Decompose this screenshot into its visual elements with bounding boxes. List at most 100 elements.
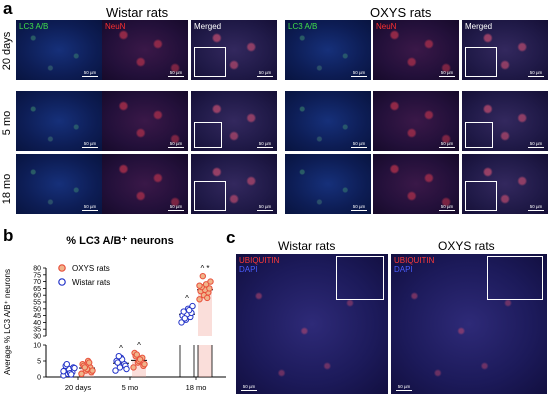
y-tick-label: 80 xyxy=(33,266,41,273)
micrograph-tile: 50 µm xyxy=(285,154,371,214)
data-point xyxy=(112,367,119,374)
legend-label: Wistar rats xyxy=(72,278,110,287)
data-point xyxy=(114,359,121,366)
micrograph-tile: Merged 50 µm xyxy=(462,20,548,80)
micrograph-tile: NeuN 50 µm xyxy=(102,20,188,80)
data-point xyxy=(202,281,210,288)
legend-marker xyxy=(58,278,66,286)
scale-bar: 50 µm xyxy=(351,141,367,148)
dapi-label: DAPI xyxy=(394,265,413,274)
y-tick-label: 70 xyxy=(33,279,41,286)
data-point xyxy=(60,368,67,375)
dapi-label: DAPI xyxy=(239,265,258,274)
panel-a-label: a xyxy=(3,0,13,18)
panel-c-oxys-title: OXYS rats xyxy=(438,239,495,253)
scale-bar: 50 µm xyxy=(257,70,273,77)
mean-bar-lower xyxy=(180,345,194,377)
micrograph-tile: 50 µm xyxy=(191,91,277,151)
scale-bar: 50 µm xyxy=(528,70,544,77)
data-point xyxy=(196,282,203,289)
micrograph-tile: 50 µm xyxy=(102,154,188,214)
x-tick-label: 18 mo xyxy=(186,383,207,392)
data-point xyxy=(63,361,71,368)
scale-bar: 50 µm xyxy=(528,204,544,211)
legend-marker xyxy=(58,264,66,272)
micrograph-tile: 50 µm xyxy=(16,91,102,151)
ubiquitin-image-wistar: UBIQUITIN DAPI 50 µm xyxy=(236,254,388,394)
scale-bar: 50 µm xyxy=(168,70,184,77)
ubiquitin-label: UBIQUITIN xyxy=(239,256,280,265)
data-point xyxy=(181,315,189,322)
scale-bar: 50 µm xyxy=(82,141,98,148)
zoom-inset xyxy=(194,181,226,211)
micrograph-tile: 50 µm xyxy=(285,91,371,151)
y-tick-label: 55 xyxy=(33,300,41,307)
significance-annotation: ^ xyxy=(137,341,141,350)
channel-label: Merged xyxy=(465,22,493,31)
y-tick-label: 35 xyxy=(33,327,41,334)
data-point xyxy=(86,359,93,366)
row-label-20days: 20 days xyxy=(1,31,13,71)
significance-annotation: ^ xyxy=(119,344,123,353)
panel-a-wistar-title: Wistar rats xyxy=(106,5,169,20)
ubiquitin-image-oxys: UBIQUITIN DAPI 50 µm xyxy=(391,254,547,394)
data-point xyxy=(78,370,85,378)
panel-c-wistar-title: Wistar rats xyxy=(278,239,336,253)
data-point xyxy=(71,364,78,372)
data-point xyxy=(115,353,123,360)
scale-bar: 50 µm xyxy=(528,141,544,148)
scale-bar: 50 µm xyxy=(82,204,98,211)
micrograph-tile: 50 µm xyxy=(462,154,548,214)
scale-bar: 50 µm xyxy=(82,70,98,77)
zoom-inset xyxy=(465,122,493,148)
scale-bar: 50 µm xyxy=(241,384,257,391)
data-point xyxy=(123,365,130,373)
panel-c-label: c xyxy=(226,228,236,247)
row-label-5mo: 5 mo xyxy=(1,110,13,136)
scale-bar: 50 µm xyxy=(351,204,367,211)
micrograph-tile: 50 µm xyxy=(16,154,102,214)
y-tick-label: 75 xyxy=(33,272,41,279)
data-point xyxy=(207,278,214,285)
y-tick-label: 45 xyxy=(33,313,41,320)
y-tick-label: 30 xyxy=(33,334,41,341)
scale-bar: 50 µm xyxy=(168,204,184,211)
zoom-inset xyxy=(487,256,543,300)
y-tick-label: 65 xyxy=(33,286,41,293)
channel-label: LC3 A/B xyxy=(288,22,318,31)
data-point xyxy=(178,319,185,326)
significance-annotation: ^ * xyxy=(200,264,209,273)
legend-label: OXYS rats xyxy=(72,264,110,273)
ubiquitin-label: UBIQUITIN xyxy=(394,256,435,265)
chart-title: % LC3 A/B⁺ neurons xyxy=(66,235,173,247)
scale-bar: 50 µm xyxy=(439,141,455,148)
x-tick-label: 20 days xyxy=(65,383,92,392)
y-tick-label: 10 xyxy=(33,343,41,350)
data-point xyxy=(206,285,213,292)
micrograph-tile: NeuN 50 µm xyxy=(373,20,459,80)
scale-bar: 50 µm xyxy=(396,384,412,391)
micrograph-tile: LC3 A/B 50 µm xyxy=(16,20,102,80)
data-point xyxy=(141,361,148,368)
zoom-inset xyxy=(194,122,222,148)
data-point xyxy=(133,351,141,358)
data-point xyxy=(68,371,75,378)
data-point xyxy=(130,364,137,371)
channel-label: Merged xyxy=(194,22,222,31)
panel-b-label: b xyxy=(3,226,14,245)
y-tick-label: 60 xyxy=(33,293,41,300)
channel-label: NeuN xyxy=(105,22,126,31)
scale-bar: 50 µm xyxy=(351,70,367,77)
y-tick-label: 40 xyxy=(33,320,41,327)
channel-label: LC3 A/B xyxy=(19,22,49,31)
data-point xyxy=(89,367,96,374)
scale-bar: 50 µm xyxy=(439,70,455,77)
scale-bar: 50 µm xyxy=(257,141,273,148)
scale-bar: 50 µm xyxy=(439,204,455,211)
micrograph-tile: 50 µm xyxy=(373,91,459,151)
zoom-inset xyxy=(336,256,384,300)
data-point xyxy=(81,364,89,371)
y-tick-label: 50 xyxy=(33,306,41,313)
mean-bar-lower xyxy=(198,345,212,377)
scale-bar: 50 µm xyxy=(168,141,184,148)
